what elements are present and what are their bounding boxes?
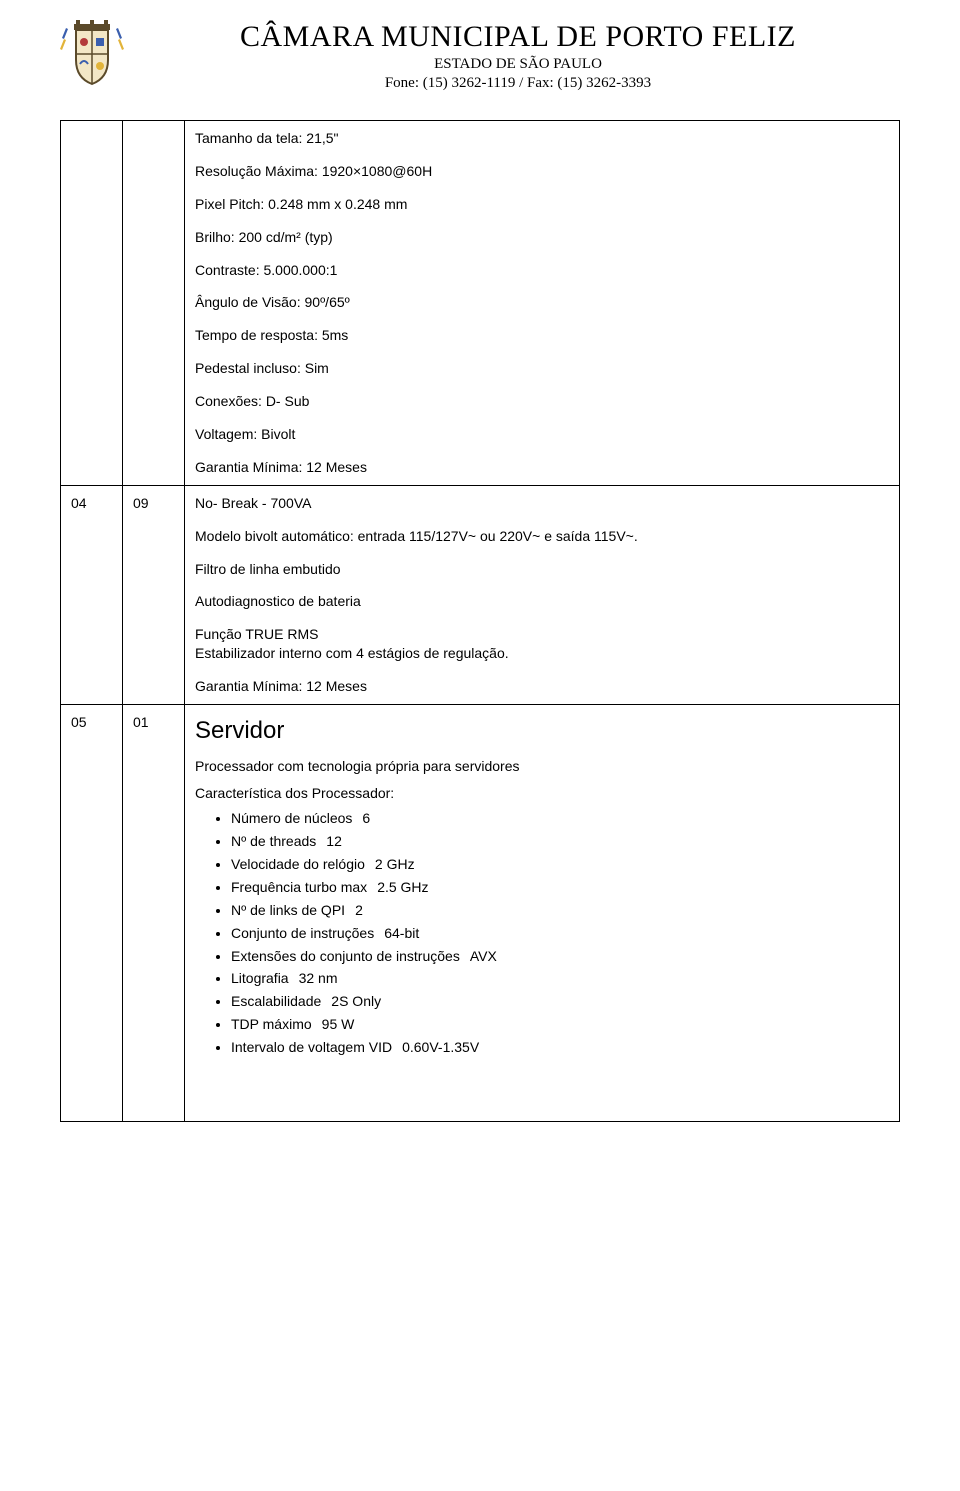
bullet-value: 0.60V-1.35V	[402, 1039, 479, 1055]
spec-line: Tempo de resposta: 5ms	[195, 326, 889, 345]
table-row: Tamanho da tela: 21,5" Resolução Máxima: …	[61, 121, 900, 486]
spec-line: Voltagem: Bivolt	[195, 425, 889, 444]
spec-line: Ângulo de Visão: 90º/65º	[195, 293, 889, 312]
bullet-label: Frequência turbo max	[231, 879, 367, 895]
row-qty: 09	[123, 485, 185, 704]
bullet-label: Escalabilidade	[231, 993, 321, 1009]
bullet-value: 32 nm	[299, 970, 338, 986]
spec-table: Tamanho da tela: 21,5" Resolução Máxima: …	[60, 120, 900, 1122]
bullet-label: Intervalo de voltagem VID	[231, 1039, 392, 1055]
bullet-value: 95 W	[322, 1016, 355, 1032]
list-item: Frequência turbo max 2.5 GHz	[231, 878, 889, 897]
list-item: Nº de threads 12	[231, 832, 889, 851]
table-row: 0409 No- Break - 700VA Modelo bivolt autom…	[61, 485, 900, 704]
spec-line: Tamanho da tela: 21,5"	[195, 129, 889, 148]
spec-line: Contraste: 5.000.000:1	[195, 261, 889, 280]
section-title: Servidor	[195, 715, 889, 747]
bullet-value: 2.5 GHz	[377, 879, 428, 895]
bullet-label: Litografia	[231, 970, 289, 986]
bullet-list: Número de núcleos 6 Nº de threads 12 Velocid…	[195, 809, 889, 1057]
spec-line: Estabilizador interno com 4 estágios de …	[195, 644, 889, 663]
document-header: CÂMARA MUNICIPAL DE PORTO FELIZ ESTADO D…	[60, 20, 900, 92]
list-item: Velocidade do relógio 2 GHz	[231, 855, 889, 874]
spec-line: Resolução Máxima: 1920×1080@60H	[195, 162, 889, 181]
spec-line: Conexões: D- Sub	[195, 392, 889, 411]
list-item: Escalabilidade 2S Only	[231, 992, 889, 1011]
bullet-value: 2	[355, 902, 363, 918]
list-item: Intervalo de voltagem VID 0.60V-1.35V	[231, 1038, 889, 1057]
spec-line: Filtro de linha embutido	[195, 560, 889, 579]
header-contact: Fone: (15) 3262-1119 / Fax: (15) 3262-33…	[136, 75, 900, 92]
bullet-value: 6	[362, 810, 370, 826]
table-row: 0501 Servidor Processador com tecnologia p…	[61, 705, 900, 1122]
list-item: Número de núcleos 6	[231, 809, 889, 828]
bullet-label: Conjunto de instruções	[231, 925, 374, 941]
spec-line: Garantia Mínima: 12 Meses	[195, 677, 889, 696]
bullet-label: Velocidade do relógio	[231, 856, 365, 872]
list-item: Litografia 32 nm	[231, 969, 889, 988]
row-number: 04	[61, 485, 123, 704]
bullet-label: TDP máximo	[231, 1016, 312, 1032]
spec-line: Pixel Pitch: 0.248 mm x 0.248 mm	[195, 195, 889, 214]
row-number	[61, 121, 123, 486]
spec-line: Autodiagnostico de bateria	[195, 592, 889, 611]
bullet-value: 64-bit	[384, 925, 419, 941]
header-text-block: CÂMARA MUNICIPAL DE PORTO FELIZ ESTADO D…	[136, 20, 900, 92]
list-item: Extensões do conjunto de instruções AVX	[231, 947, 889, 966]
bullet-value: AVX	[470, 948, 497, 964]
list-item: TDP máximo 95 W	[231, 1015, 889, 1034]
list-item: Nº de links de QPI 2	[231, 901, 889, 920]
list-item: Conjunto de instruções 64-bit	[231, 924, 889, 943]
row-description: Servidor Processador com tecnologia própr…	[185, 705, 900, 1122]
bullet-label: Nº de threads	[231, 833, 316, 849]
row-description: No- Break - 700VA Modelo bivolt automátic…	[185, 485, 900, 704]
spec-line: Processador com tecnologia própria para …	[195, 757, 889, 776]
bullet-label: Extensões do conjunto de instruções	[231, 948, 460, 964]
spec-line: Característica dos Processador:	[195, 784, 889, 803]
spec-line: Função TRUE RMS	[195, 625, 889, 644]
spec-line: Modelo bivolt automático: entrada 115/12…	[195, 527, 889, 546]
bullet-label: Número de núcleos	[231, 810, 352, 826]
spec-line: Pedestal incluso: Sim	[195, 359, 889, 378]
header-title: CÂMARA MUNICIPAL DE PORTO FELIZ	[136, 20, 900, 54]
row-qty: 01	[123, 705, 185, 1122]
bullet-value: 12	[326, 833, 342, 849]
bullet-label: Nº de links de QPI	[231, 902, 345, 918]
bullet-value: 2 GHz	[375, 856, 415, 872]
crest-icon	[60, 20, 124, 90]
row-number: 05	[61, 705, 123, 1122]
row-qty	[123, 121, 185, 486]
header-subtitle: ESTADO DE SÃO PAULO	[136, 56, 900, 73]
row-description: Tamanho da tela: 21,5" Resolução Máxima: …	[185, 121, 900, 486]
bullet-value: 2S Only	[331, 993, 381, 1009]
spec-line: No- Break - 700VA	[195, 494, 889, 513]
spec-line: Garantia Mínima: 12 Meses	[195, 458, 889, 477]
spec-line: Brilho: 200 cd/m² (typ)	[195, 228, 889, 247]
